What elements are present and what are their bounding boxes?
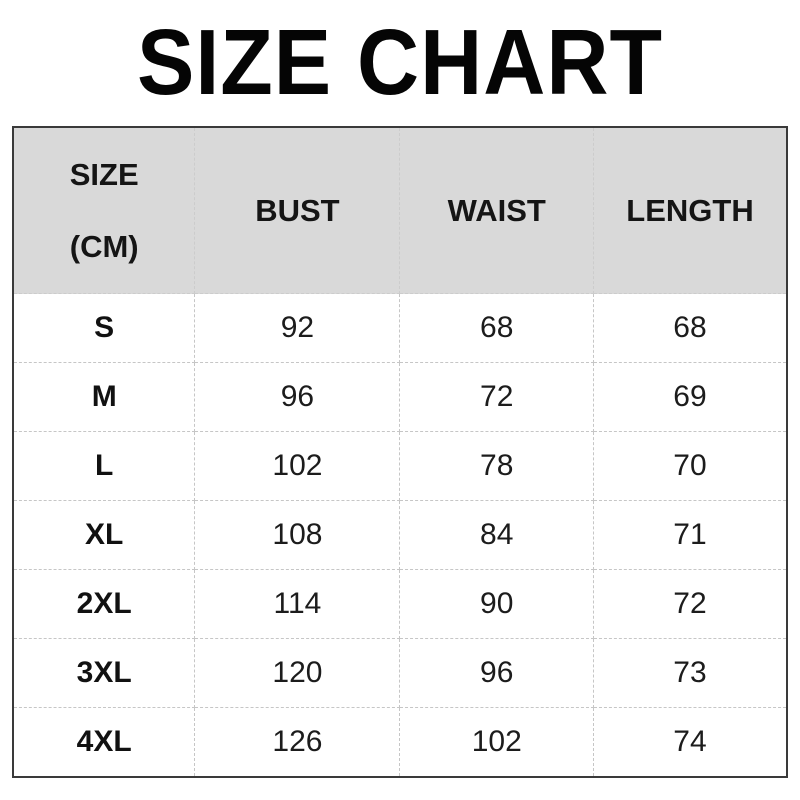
size-cell: S (12, 293, 196, 364)
table-row: 2XL 114 90 72 (12, 569, 788, 640)
bust-cell: 120 (194, 638, 401, 709)
bust-cell: 92 (194, 293, 401, 364)
column-header-waist: WAIST (399, 126, 594, 295)
header-row: SIZE (CM) BUST WAIST LENGTH (12, 126, 788, 295)
waist-cell: 68 (399, 293, 594, 364)
length-cell: 71 (592, 500, 788, 571)
column-header-bust: BUST (194, 126, 401, 295)
length-cell: 74 (592, 707, 788, 778)
table-row: XL 108 84 71 (12, 500, 788, 571)
length-cell: 73 (592, 638, 788, 709)
size-header-line2: (CM) (69, 228, 139, 264)
bust-cell: 114 (194, 569, 401, 640)
size-cell: L (12, 431, 196, 502)
waist-cell: 78 (399, 431, 594, 502)
size-cell: 2XL (12, 569, 196, 640)
length-cell: 68 (592, 293, 788, 364)
waist-cell: 84 (399, 500, 594, 571)
table-row: L 102 78 70 (12, 431, 788, 502)
page-title: SIZE CHART (137, 10, 663, 115)
size-cell: 4XL (12, 707, 196, 778)
waist-cell: 96 (399, 638, 594, 709)
size-chart-table: SIZE (CM) BUST WAIST LENGTH S 92 68 68 M… (12, 126, 788, 779)
size-cell: M (12, 362, 196, 433)
size-cell: 3XL (12, 638, 196, 709)
column-header-length: LENGTH (592, 126, 788, 295)
bust-cell: 102 (194, 431, 401, 502)
column-header-size: SIZE (CM) (12, 126, 196, 295)
table-row: 4XL 126 102 74 (12, 707, 788, 778)
waist-cell: 90 (399, 569, 594, 640)
table-row: M 96 72 69 (12, 362, 788, 433)
length-cell: 69 (592, 362, 788, 433)
bust-cell: 126 (194, 707, 401, 778)
table-body: S 92 68 68 M 96 72 69 L 102 78 70 XL 108… (12, 293, 788, 778)
length-cell: 70 (592, 431, 788, 502)
bust-cell: 108 (194, 500, 401, 571)
table-row: S 92 68 68 (12, 293, 788, 364)
bust-cell: 96 (194, 362, 401, 433)
table-header: SIZE (CM) BUST WAIST LENGTH (12, 126, 788, 295)
waist-cell: 72 (399, 362, 594, 433)
waist-cell: 102 (399, 707, 594, 778)
table-row: 3XL 120 96 73 (12, 638, 788, 709)
size-header-line1: SIZE (69, 156, 139, 192)
length-cell: 72 (592, 569, 788, 640)
size-cell: XL (12, 500, 196, 571)
